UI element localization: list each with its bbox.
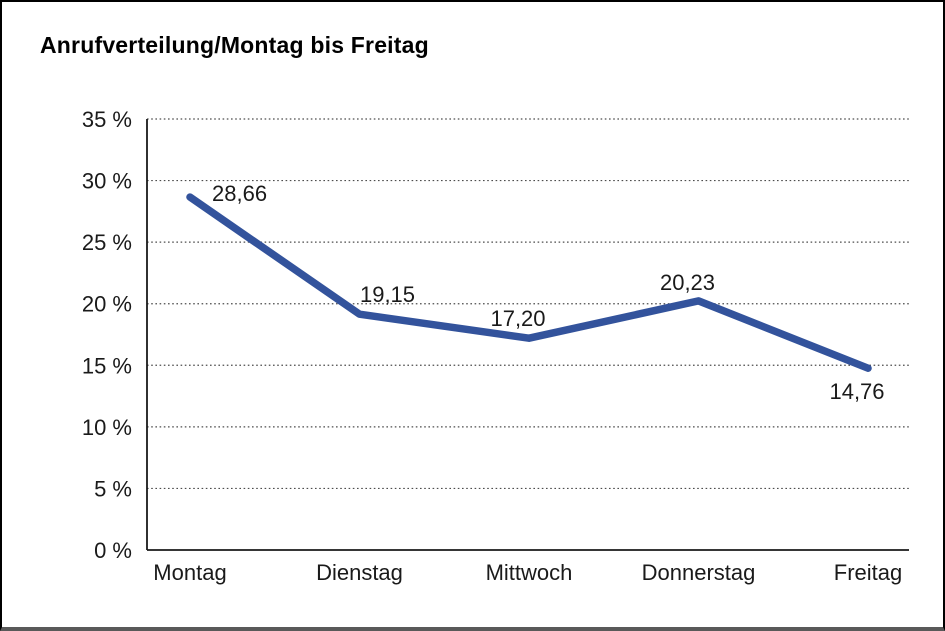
data-label: 17,20 [490, 306, 545, 331]
data-label: 19,15 [360, 282, 415, 307]
y-tick-label: 30 % [82, 169, 132, 194]
y-tick-label: 0 % [94, 538, 132, 563]
y-tick-label: 5 % [94, 476, 132, 501]
data-label: 20,23 [660, 270, 715, 295]
y-tick-label: 15 % [82, 353, 132, 378]
y-tick-label: 20 % [82, 292, 132, 317]
y-tick-label: 35 % [82, 107, 132, 132]
y-tick-label: 25 % [82, 230, 132, 255]
x-tick-label: Mittwoch [486, 560, 573, 585]
data-line [186, 193, 872, 372]
chart-title: Anrufverteilung/Montag bis Freitag [40, 32, 429, 58]
x-tick-label: Montag [153, 560, 226, 585]
x-tick-label: Donnerstag [642, 560, 756, 585]
data-label: 14,76 [829, 379, 884, 404]
x-tick-label: Freitag [834, 560, 902, 585]
x-tick-label: Dienstag [316, 560, 403, 585]
data-label: 28,66 [212, 181, 267, 206]
y-tick-label: 10 % [82, 415, 132, 440]
